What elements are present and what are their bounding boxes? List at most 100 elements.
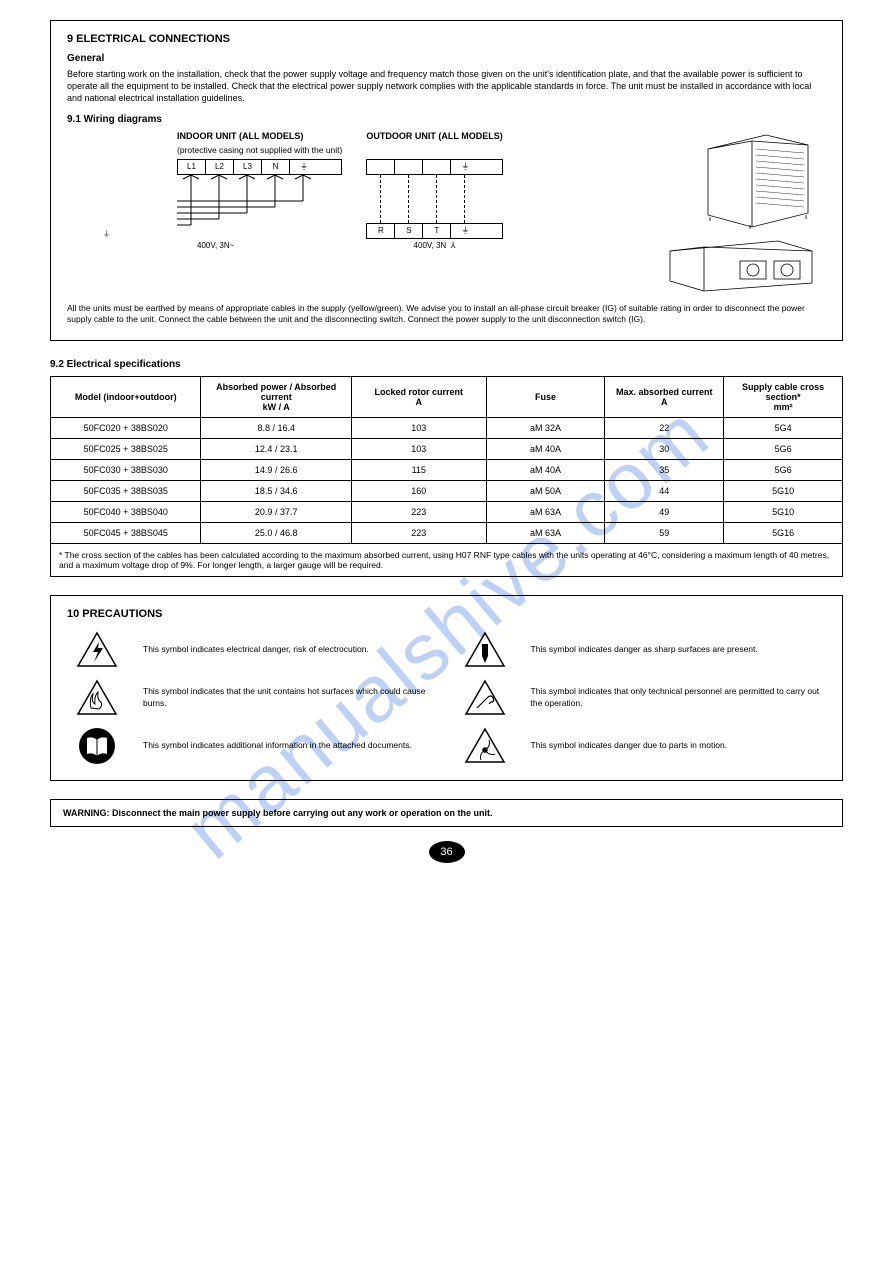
- section-9-box: 9 ELECTRICAL CONNECTIONS General Before …: [50, 20, 843, 341]
- table-row: 50FC040 + 38BS04020.9 / 37.7223aM 63A495…: [51, 501, 843, 522]
- warning-box: WARNING: Disconnect the main power suppl…: [50, 799, 843, 827]
- terminal-cell: L2: [206, 160, 234, 174]
- terminal-cell: L1: [178, 160, 206, 174]
- outdoor-wiring-col: OUTDOOR UNIT (ALL MODELS) ⏚ R S T ⏚ 400V…: [366, 131, 502, 250]
- table-cell: 50FC020 + 38BS020: [51, 417, 201, 438]
- terminal-cell: [395, 160, 423, 174]
- table-cell: 115: [351, 459, 486, 480]
- terminal-cell: T: [423, 224, 451, 238]
- table-cell: 59: [605, 522, 724, 543]
- table-cell: 223: [351, 522, 486, 543]
- table-cell: 49: [605, 501, 724, 522]
- tech-icon: [455, 678, 515, 718]
- table-cell: 44: [605, 480, 724, 501]
- outdoor-terminal-row-top: ⏚: [366, 159, 502, 175]
- table-row: 50FC020 + 38BS0208.8 / 16.4103aM 32A225G…: [51, 417, 843, 438]
- section-9-title: 9 ELECTRICAL CONNECTIONS: [67, 33, 826, 45]
- equipment-illustrations: [656, 131, 826, 293]
- table-cell: aM 50A: [486, 480, 605, 501]
- spec-table: Model (indoor+outdoor) Absorbed power / …: [50, 376, 843, 577]
- voltage-text: This symbol indicates electrical danger,…: [143, 644, 439, 655]
- table-cell: 5G16: [724, 522, 843, 543]
- indoor-unit-drawing: [666, 239, 816, 293]
- manual-text: This symbol indicates additional informa…: [143, 740, 439, 751]
- manual-icon: [67, 726, 127, 766]
- table-cell: 5G6: [724, 438, 843, 459]
- outdoor-dashed-lines: [366, 175, 502, 223]
- indoor-note: (protective casing not supplied with the…: [177, 145, 342, 155]
- col-fuse: Fuse: [486, 376, 605, 417]
- table-cell: 223: [351, 501, 486, 522]
- section-10-box: 10 PRECAUTIONS This symbol indicates ele…: [50, 595, 843, 781]
- table-cell: aM 40A: [486, 438, 605, 459]
- table-cell: aM 32A: [486, 417, 605, 438]
- hot-text: This symbol indicates that the unit cont…: [143, 686, 439, 708]
- table-cell: 5G10: [724, 480, 843, 501]
- general-subtitle: General: [67, 53, 826, 64]
- indoor-terminal-row: L1 L2 L3 N ⏚: [177, 159, 342, 175]
- table-row: 50FC045 + 38BS04525.0 / 46.8223aM 63A595…: [51, 522, 843, 543]
- table-cell: 103: [351, 417, 486, 438]
- table-cell: 25.0 / 46.8: [201, 522, 351, 543]
- sharp-icon: [455, 630, 515, 670]
- section-10-title: 10 PRECAUTIONS: [67, 608, 826, 620]
- outdoor-terminal-row-bottom: R S T ⏚: [366, 223, 502, 239]
- table-row: 50FC035 + 38BS03518.5 / 34.6160aM 50A445…: [51, 480, 843, 501]
- table-cell: 5G4: [724, 417, 843, 438]
- table-cell: aM 63A: [486, 522, 605, 543]
- table-cell: 8.8 / 16.4: [201, 417, 351, 438]
- table-cell: 12.4 / 23.1: [201, 438, 351, 459]
- table-row: 50FC025 + 38BS02512.4 / 23.1103aM 40A305…: [51, 438, 843, 459]
- indoor-supply-label: 400V, 3N~: [197, 241, 342, 250]
- table-row: 50FC030 + 38BS03014.9 / 26.6115aM 40A355…: [51, 459, 843, 480]
- table-cell: 20.9 / 37.7: [201, 501, 351, 522]
- terminal-cell: N: [262, 160, 290, 174]
- table-cell: aM 63A: [486, 501, 605, 522]
- indoor-heading: INDOOR UNIT (ALL MODELS): [177, 131, 342, 141]
- table-cell: 30: [605, 438, 724, 459]
- table-cell: 5G10: [724, 501, 843, 522]
- wiring-diagram-area: INDOOR UNIT (ALL MODELS) (protective cas…: [67, 131, 826, 293]
- terminal-cell: [423, 160, 451, 174]
- spec-footnote: * The cross section of the cables has be…: [51, 543, 843, 576]
- sharp-text: This symbol indicates danger as sharp su…: [531, 644, 827, 655]
- terminal-cell-ground: ⏚: [290, 160, 318, 174]
- page-number-badge: 36: [429, 841, 465, 863]
- moving-text: This symbol indicates danger due to part…: [531, 740, 827, 751]
- table-cell: 50FC025 + 38BS025: [51, 438, 201, 459]
- terminal-cell-ground: ⏚: [451, 160, 479, 174]
- table-cell: 22: [605, 417, 724, 438]
- col-lra: Locked rotor currentA: [351, 376, 486, 417]
- indoor-ground-icon: ⏚: [103, 229, 342, 239]
- terminal-cell: [367, 160, 395, 174]
- table-cell: 50FC045 + 38BS045: [51, 522, 201, 543]
- voltage-icon: [67, 630, 127, 670]
- outdoor-heading: OUTDOOR UNIT (ALL MODELS): [366, 131, 502, 141]
- table-cell: 18.5 / 34.6: [201, 480, 351, 501]
- table-cell: 35: [605, 459, 724, 480]
- indoor-wiring-col: INDOOR UNIT (ALL MODELS) (protective cas…: [177, 131, 342, 250]
- table-cell: 160: [351, 480, 486, 501]
- terminal-cell: L3: [234, 160, 262, 174]
- col-power: Absorbed power / Absorbed currentkW / A: [201, 376, 351, 417]
- precautions-grid: This symbol indicates electrical danger,…: [67, 630, 826, 766]
- section-9-footnote: All the units must be earthed by means o…: [67, 303, 826, 325]
- table-cell: 103: [351, 438, 486, 459]
- general-body: Before starting work on the installation…: [67, 68, 826, 104]
- table-cell: 50FC040 + 38BS040: [51, 501, 201, 522]
- col-maxcurrent: Max. absorbed currentA: [605, 376, 724, 417]
- table-cell: 50FC035 + 38BS035: [51, 480, 201, 501]
- hot-icon: [67, 678, 127, 718]
- table-cell: 5G6: [724, 459, 843, 480]
- wiring-title: 9.1 Wiring diagrams: [67, 114, 826, 125]
- tech-text: This symbol indicates that only technica…: [531, 686, 827, 708]
- table-cell: 14.9 / 26.6: [201, 459, 351, 480]
- table-cell: aM 40A: [486, 459, 605, 480]
- col-model: Model (indoor+outdoor): [51, 376, 201, 417]
- terminal-cell-ground: ⏚: [451, 224, 479, 238]
- terminal-cell: R: [367, 224, 395, 238]
- spec-header-row: Model (indoor+outdoor) Absorbed power / …: [51, 376, 843, 417]
- col-cable: Supply cable cross section*mm²: [724, 376, 843, 417]
- table-cell: 50FC030 + 38BS030: [51, 459, 201, 480]
- spec-title: 9.2 Electrical specifications: [50, 359, 843, 370]
